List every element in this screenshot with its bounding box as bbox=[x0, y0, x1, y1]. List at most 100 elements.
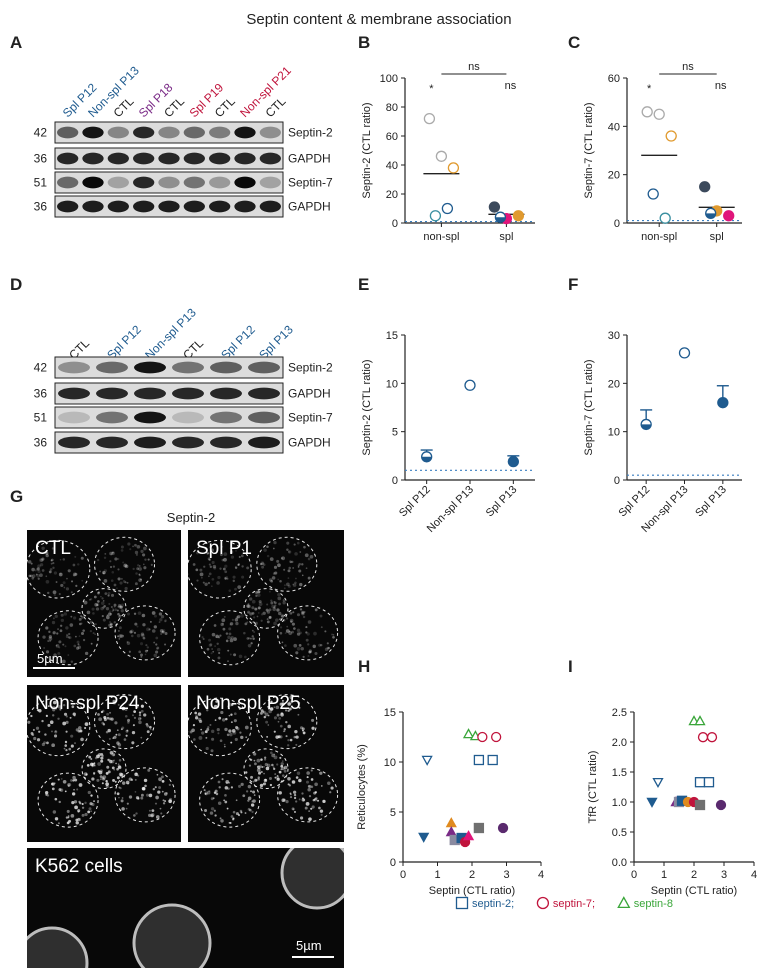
puncta bbox=[286, 582, 290, 587]
puncta bbox=[54, 730, 57, 733]
puncta bbox=[99, 778, 102, 781]
puncta bbox=[51, 743, 56, 748]
puncta bbox=[159, 629, 164, 633]
puncta bbox=[96, 603, 99, 607]
puncta bbox=[247, 796, 252, 801]
puncta bbox=[258, 607, 261, 610]
puncta bbox=[256, 758, 261, 763]
puncta bbox=[285, 720, 288, 724]
puncta bbox=[268, 608, 272, 612]
puncta bbox=[210, 797, 214, 801]
puncta bbox=[230, 713, 233, 716]
puncta bbox=[134, 543, 137, 547]
puncta bbox=[283, 765, 288, 770]
puncta bbox=[30, 574, 33, 578]
puncta bbox=[260, 709, 264, 713]
puncta bbox=[58, 572, 63, 577]
puncta bbox=[247, 603, 250, 605]
puncta bbox=[138, 565, 141, 567]
data-point bbox=[705, 207, 717, 219]
puncta bbox=[147, 768, 151, 772]
puncta bbox=[51, 705, 55, 710]
puncta bbox=[118, 786, 121, 789]
puncta bbox=[59, 572, 62, 575]
puncta bbox=[235, 616, 239, 619]
a-band bbox=[82, 200, 104, 213]
puncta bbox=[111, 610, 114, 613]
puncta bbox=[55, 644, 60, 648]
puncta bbox=[258, 602, 263, 606]
puncta bbox=[201, 731, 205, 735]
puncta bbox=[327, 781, 331, 785]
puncta bbox=[226, 733, 230, 737]
y-tick-label: 10 bbox=[386, 378, 398, 390]
puncta bbox=[228, 729, 232, 733]
puncta bbox=[295, 800, 298, 803]
puncta bbox=[247, 612, 249, 614]
puncta bbox=[117, 635, 119, 638]
a-band bbox=[234, 176, 256, 189]
puncta bbox=[227, 705, 230, 708]
puncta bbox=[52, 562, 55, 565]
puncta bbox=[128, 795, 133, 799]
puncta bbox=[108, 602, 111, 605]
puncta bbox=[257, 593, 261, 597]
puncta bbox=[96, 603, 100, 607]
puncta bbox=[67, 569, 71, 573]
puncta bbox=[273, 753, 276, 756]
a-mw-label: 51 bbox=[34, 176, 48, 190]
puncta bbox=[247, 784, 252, 789]
puncta bbox=[65, 816, 69, 819]
puncta bbox=[258, 771, 261, 775]
x-tick-label: Spl P13 bbox=[693, 484, 729, 520]
puncta bbox=[224, 727, 228, 732]
puncta bbox=[199, 568, 203, 572]
puncta bbox=[93, 595, 97, 599]
x-tick-label: Non-spl P13 bbox=[425, 484, 476, 535]
puncta bbox=[270, 601, 274, 605]
puncta bbox=[318, 806, 321, 810]
puncta bbox=[77, 563, 80, 566]
puncta bbox=[121, 706, 126, 711]
x-tick-label: spl bbox=[710, 231, 724, 243]
scale-bar bbox=[292, 956, 334, 958]
puncta bbox=[266, 618, 269, 621]
a-band bbox=[57, 200, 79, 213]
puncta bbox=[70, 734, 74, 738]
puncta bbox=[109, 551, 113, 556]
puncta bbox=[122, 561, 125, 564]
puncta bbox=[124, 564, 129, 569]
a-band bbox=[209, 176, 231, 189]
puncta bbox=[273, 565, 278, 569]
puncta bbox=[301, 574, 304, 577]
puncta bbox=[126, 641, 131, 645]
puncta bbox=[135, 572, 138, 575]
puncta bbox=[31, 577, 35, 580]
d-band bbox=[58, 436, 90, 449]
puncta bbox=[234, 566, 238, 570]
a-band bbox=[234, 200, 256, 213]
puncta bbox=[93, 800, 95, 803]
puncta bbox=[256, 768, 261, 773]
micrograph-label: Spl P1 bbox=[196, 538, 252, 559]
d-band bbox=[134, 361, 166, 374]
puncta bbox=[75, 635, 77, 638]
puncta bbox=[278, 618, 281, 621]
puncta bbox=[77, 643, 80, 646]
puncta bbox=[114, 557, 118, 561]
puncta bbox=[110, 579, 114, 582]
chart-e: 0 5 10 15 Septin-2 (CTL ratio) Spl P12Non-spl… bbox=[361, 330, 535, 535]
puncta bbox=[221, 545, 224, 548]
cell-outline bbox=[27, 539, 91, 599]
puncta bbox=[332, 635, 335, 639]
chart-i: 0.0 0.5 1.0 1.5 2.0 2.5 TfR (CTL ratio) 0 1 2 3 4 Se… bbox=[587, 707, 757, 897]
puncta bbox=[144, 653, 147, 656]
puncta bbox=[283, 728, 286, 731]
puncta bbox=[262, 711, 265, 713]
d-band bbox=[58, 361, 90, 374]
puncta bbox=[138, 650, 142, 654]
point-half-fill bbox=[705, 213, 716, 219]
puncta bbox=[247, 643, 252, 648]
puncta bbox=[233, 653, 237, 657]
puncta bbox=[158, 777, 162, 782]
